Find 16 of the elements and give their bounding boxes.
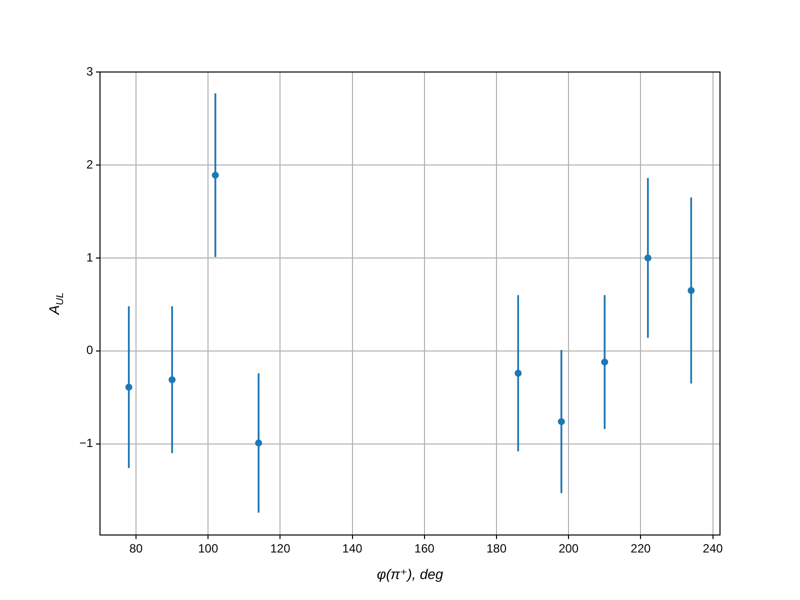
- x-axis-title: φ(π⁺), deg: [376, 566, 444, 582]
- y-tick-label: 1: [86, 250, 94, 264]
- y-tick-label: 3: [86, 64, 94, 78]
- x-tick-label: 140: [342, 542, 363, 556]
- y-tick-label: 0: [86, 343, 94, 358]
- x-tick-label: 180: [486, 542, 507, 556]
- x-tick-label: 100: [198, 542, 218, 556]
- y-axis-title: AUL: [46, 292, 66, 316]
- x-tick-label: 80: [129, 542, 144, 556]
- x-tick-label: 120: [270, 542, 291, 556]
- x-tick-label: 240: [702, 542, 724, 556]
- x-tick-label: 200: [558, 542, 579, 556]
- y-tick-label: 2: [86, 157, 94, 172]
- x-tick-label: 220: [630, 542, 652, 556]
- x-tick-label: 160: [414, 542, 435, 556]
- y-tick-label: −1: [79, 436, 94, 450]
